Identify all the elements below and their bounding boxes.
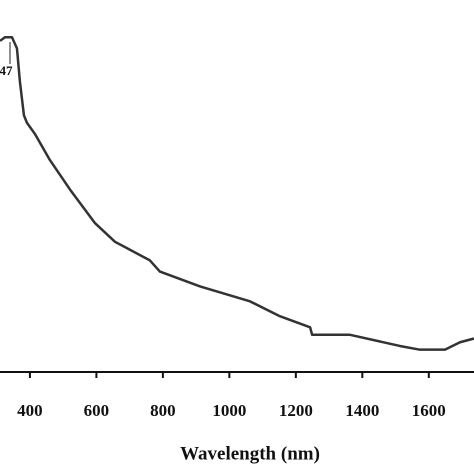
data-line [0,35,474,351]
x-tick-label: 1000 [212,401,246,420]
x-tick-label: 800 [150,401,176,420]
x-tick-label: 400 [17,401,43,420]
x-tick-label: 1600 [412,401,446,420]
annotation: 47 [0,63,13,78]
x-tick-label: 1200 [279,401,313,420]
x-tick-label: 1400 [345,401,379,420]
x-tick-label: 600 [84,401,110,420]
x-axis-label: Wavelength (nm) [180,443,320,464]
